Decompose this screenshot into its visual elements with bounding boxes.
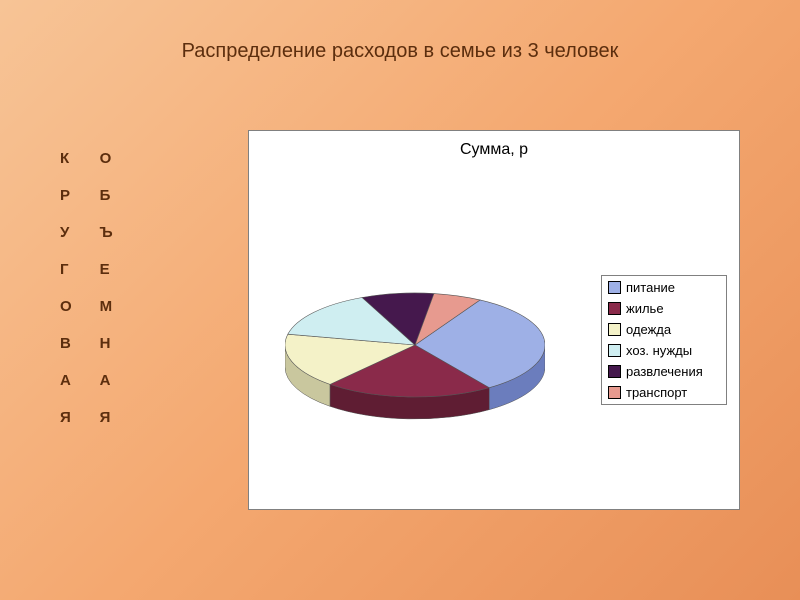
letter-cell: В bbox=[60, 335, 72, 352]
legend-label: питание bbox=[626, 280, 675, 295]
legend-swatch bbox=[608, 302, 621, 315]
letter-cell: Я bbox=[100, 409, 113, 426]
letter-cell: К bbox=[60, 150, 72, 167]
left-letter-grid: К Р У Г О В А Я О Б Ъ Е М Н А Я bbox=[60, 150, 113, 426]
legend-swatch bbox=[608, 386, 621, 399]
pie-chart bbox=[285, 291, 545, 421]
legend-swatch bbox=[608, 344, 621, 357]
letter-cell: О bbox=[60, 298, 72, 315]
legend-swatch bbox=[608, 323, 621, 336]
letter-cell: Н bbox=[100, 335, 113, 352]
legend-swatch bbox=[608, 365, 621, 378]
legend-item: развлечения bbox=[608, 364, 720, 379]
chart-container: Сумма, р питание жилье одежда хоз. нужды раз… bbox=[248, 130, 740, 510]
letter-column-1: К Р У Г О В А Я bbox=[60, 150, 72, 426]
letter-cell: Б bbox=[100, 187, 113, 204]
legend-label: одежда bbox=[626, 322, 671, 337]
letter-cell: Е bbox=[100, 261, 113, 278]
legend-swatch bbox=[608, 281, 621, 294]
letter-cell: У bbox=[60, 224, 72, 241]
chart-title: Сумма, р bbox=[249, 141, 739, 159]
legend-label: транспорт bbox=[626, 385, 687, 400]
letter-cell: Г bbox=[60, 261, 72, 278]
letter-cell: О bbox=[100, 150, 113, 167]
letter-cell: Р bbox=[60, 187, 72, 204]
letter-cell: Я bbox=[60, 409, 72, 426]
letter-column-2: О Б Ъ Е М Н А Я bbox=[100, 150, 113, 426]
legend-label: жилье bbox=[626, 301, 664, 316]
page-title: Распределение расходов в семье из 3 чело… bbox=[0, 40, 800, 63]
legend-item: жилье bbox=[608, 301, 720, 316]
chart-legend: питание жилье одежда хоз. нужды развлечения т… bbox=[601, 275, 727, 405]
legend-item: питание bbox=[608, 280, 720, 295]
letter-cell: А bbox=[100, 372, 113, 389]
legend-item: хоз. нужды bbox=[608, 343, 720, 358]
legend-label: развлечения bbox=[626, 364, 703, 379]
legend-label: хоз. нужды bbox=[626, 343, 692, 358]
legend-item: одежда bbox=[608, 322, 720, 337]
letter-cell: Ъ bbox=[100, 224, 113, 241]
letter-cell: А bbox=[60, 372, 72, 389]
letter-cell: М bbox=[100, 298, 113, 315]
legend-item: транспорт bbox=[608, 385, 720, 400]
